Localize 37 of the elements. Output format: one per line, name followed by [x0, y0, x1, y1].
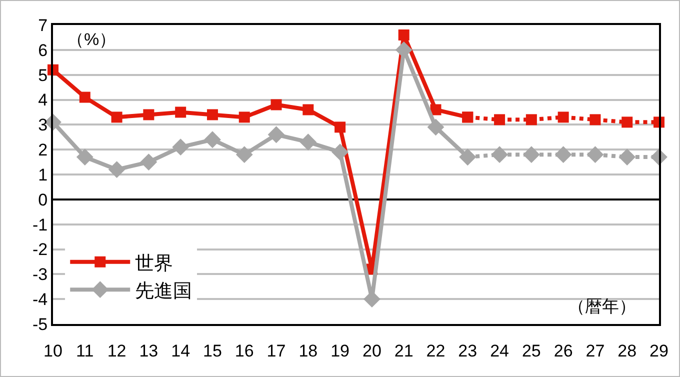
annotation: （暦年）: [568, 297, 636, 316]
y-tick-label: 3: [38, 116, 48, 135]
y-tick-label: -2: [32, 240, 48, 260]
x-tick-label: 22: [426, 341, 446, 360]
x-tick-label: 24: [490, 341, 509, 360]
x-tick-label: 27: [586, 341, 605, 360]
x-tick-label: 23: [458, 341, 478, 360]
y-tick-label: 2: [38, 140, 48, 160]
y-tick-label: 6: [38, 40, 48, 60]
x-tick-label: 25: [522, 341, 541, 360]
x-tick-label: 16: [234, 341, 254, 360]
x-tick-label: 11: [76, 341, 94, 360]
x-tick-label: 19: [330, 341, 350, 360]
x-tick-label: 20: [362, 341, 382, 360]
y-tick-label: 4: [38, 90, 48, 110]
x-tick-label: 12: [107, 341, 126, 360]
x-tick-label: 17: [266, 341, 286, 360]
y-tick-label: -3: [32, 265, 48, 284]
x-tick-label: 14: [171, 341, 190, 360]
y-tick-label: 1: [38, 165, 48, 184]
x-tick-label: 26: [554, 341, 573, 360]
y-tick-label: -1: [32, 215, 48, 234]
x-tick-label: 15: [203, 341, 222, 360]
x-tick-label: 29: [650, 341, 668, 360]
x-tick-label: 10: [44, 341, 62, 360]
x-tick-label: 13: [139, 341, 158, 360]
y-tick-label: -4: [32, 290, 48, 310]
x-tick-label: 28: [618, 341, 637, 360]
x-tick-label: 21: [394, 341, 414, 360]
legend-label: 世界: [135, 253, 174, 274]
y-tick-label: 0: [38, 190, 48, 210]
annotation: （%）: [67, 30, 116, 49]
y-tick-label: 5: [38, 66, 48, 85]
legend-label: 先進国: [135, 281, 192, 302]
y-tick-label: -5: [32, 314, 48, 334]
y-tick-label: 7: [38, 16, 48, 35]
x-tick-label: 18: [298, 341, 318, 360]
